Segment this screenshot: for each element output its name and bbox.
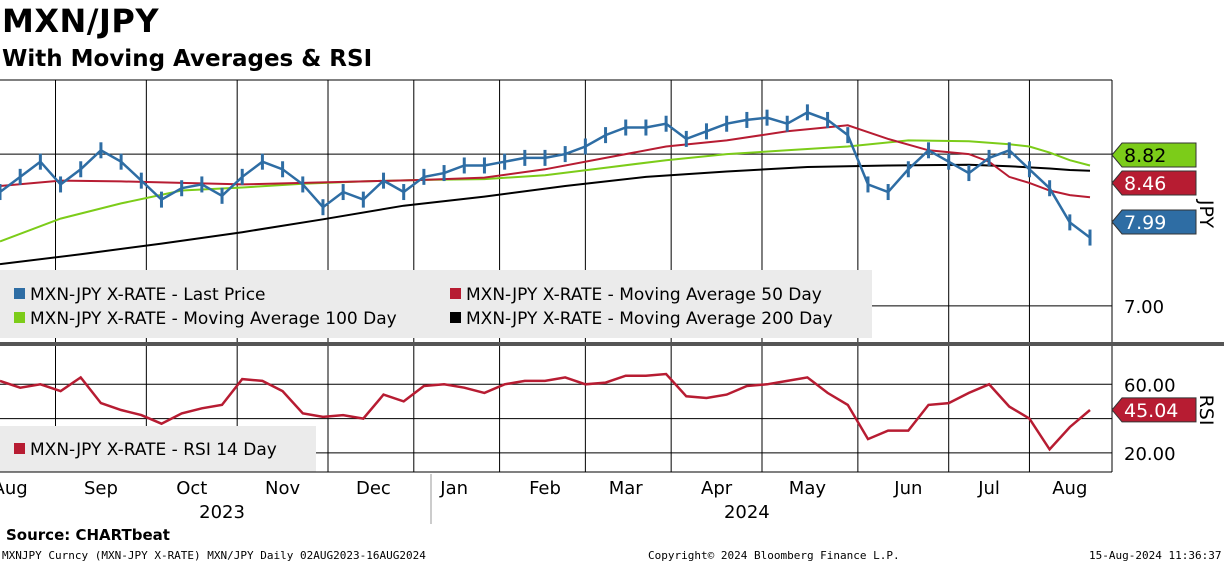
rsi-last-value-badge: 45.04 <box>1111 397 1197 423</box>
badge-price-shape <box>1111 209 1197 235</box>
legend-label-ma100: MXN-JPY X-RATE - Moving Average 100 Day <box>30 309 397 329</box>
series-line-ma50 <box>0 124 1091 199</box>
x-tick-label: Sep <box>84 478 118 499</box>
rsi-series <box>0 372 1091 452</box>
footer-timestamp: 15-Aug-2024 11:36:37 <box>1089 549 1222 562</box>
badge-rsi-text: 45.04 <box>1124 400 1178 422</box>
x-tick-label: Mar <box>609 478 644 499</box>
badge-ma100: 8.82 <box>1111 142 1197 168</box>
badge-rsi-shape <box>1111 397 1197 423</box>
rsi-panel: 20.00 60.00 45.04 RSI MXN-JPY X-RATE - RS… <box>0 346 1217 472</box>
rsi-gridlines <box>0 346 1112 472</box>
rsi-y-axis: 20.00 60.00 <box>1111 346 1176 472</box>
badge-ma100-text: 8.82 <box>1124 145 1166 167</box>
x-tick-label: Jan <box>439 478 468 499</box>
x-tick-label: Nov <box>265 478 300 499</box>
x-tick-label: Apr <box>701 478 733 499</box>
x-axis: Aug Sep Oct Nov Dec Jan Feb Mar Apr May Jun Jul Aug 2… <box>0 478 1087 523</box>
x-tick-label: Aug <box>1052 478 1087 499</box>
badge-price-text: 7.99 <box>1124 212 1166 234</box>
rsi-legend-background <box>0 426 316 472</box>
x-year-label: 2023 <box>199 502 245 523</box>
chart-area: 7.009.00 8.828.467.99 JPY MXN-JPY X-RATE… <box>0 79 1224 524</box>
x-tick-label: May <box>789 478 827 499</box>
price-last-value-badges: 8.82 8.46 7.99 <box>1111 142 1197 235</box>
legend-label-price: MXN-JPY X-RATE - Last Price <box>30 285 266 305</box>
legend-swatch-rsi <box>14 443 25 454</box>
badge-ma50-text: 8.46 <box>1124 173 1166 195</box>
series-line-ma200 <box>0 163 1091 266</box>
chart-title: MXN/JPY <box>2 2 160 40</box>
x-tick-label: Feb <box>529 478 561 499</box>
price-series <box>0 104 1092 266</box>
legend-swatch-ma50 <box>450 288 461 299</box>
badge-ma50-shape <box>1111 170 1197 196</box>
legend-label-ma200: MXN-JPY X-RATE - Moving Average 200 Day <box>466 309 833 329</box>
badge-rsi: 45.04 <box>1111 397 1197 423</box>
legend-swatch-price <box>14 288 25 299</box>
legend-swatch-ma100 <box>14 312 25 323</box>
rsi-axis-label: RSI <box>1195 395 1217 426</box>
rsi-y-tick-label: 20.00 <box>1124 444 1176 465</box>
badge-ma50: 8.46 <box>1111 170 1197 196</box>
legend-swatch-ma200 <box>450 312 461 323</box>
footer-copyright: Copyright© 2024 Bloomberg Finance L.P. <box>648 549 900 562</box>
rsi-legend: MXN-JPY X-RATE - RSI 14 Day <box>0 426 316 472</box>
source-note: Source: CHARTbeat <box>6 526 170 544</box>
chart-subtitle: With Moving Averages & RSI <box>2 46 373 72</box>
legend-label-rsi: MXN-JPY X-RATE - RSI 14 Day <box>30 440 277 460</box>
footer-ticker: MXNJPY Curncy (MXN-JPY X-RATE) MXN/JPY D… <box>2 549 426 562</box>
price-legend: MXN-JPY X-RATE - Last Price MXN-JPY X-RA… <box>0 270 872 338</box>
price-panel: 7.009.00 8.828.467.99 JPY MXN-JPY X-RATE… <box>0 79 1217 342</box>
x-tick-label: Jun <box>893 478 922 499</box>
panel-divider <box>0 342 1224 346</box>
price-y-tick-label: 7.00 <box>1124 297 1164 318</box>
x-tick-label: Oct <box>176 478 207 499</box>
badge-ma100-shape <box>1111 142 1197 168</box>
legend-label-ma50: MXN-JPY X-RATE - Moving Average 50 Day <box>466 285 822 305</box>
x-tick-label: Aug <box>0 478 28 499</box>
price-axis-label: JPY <box>1195 199 1217 229</box>
x-tick-label: Jul <box>977 478 1000 499</box>
x-tick-label: Dec <box>356 478 391 499</box>
badge-price: 7.99 <box>1111 209 1197 235</box>
x-year-label: 2024 <box>724 502 770 523</box>
price-legend-background <box>0 270 872 338</box>
rsi-y-tick-label: 60.00 <box>1124 375 1176 396</box>
series-line-rsi <box>0 372 1091 452</box>
